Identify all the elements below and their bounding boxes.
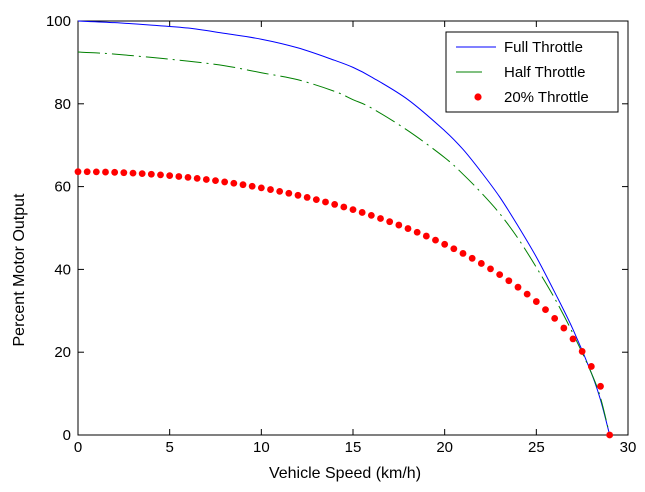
data-point [569, 335, 577, 343]
data-point [294, 191, 302, 199]
data-point [83, 168, 91, 176]
data-point [386, 218, 394, 226]
data-point [267, 186, 274, 193]
y-tick-label: 0 [63, 427, 71, 444]
data-point [157, 171, 164, 179]
data-point [331, 201, 339, 208]
data-point [487, 265, 494, 273]
data-point [111, 168, 119, 176]
data-point [432, 236, 439, 244]
data-point [349, 206, 357, 214]
data-point [597, 382, 604, 390]
data-point [377, 215, 384, 222]
x-tick-label: 20 [436, 439, 453, 456]
series-full-throttle [77, 20, 611, 436]
data-point [367, 211, 375, 219]
series-line [77, 20, 611, 436]
data-point [523, 290, 531, 298]
x-tick-label: 30 [620, 439, 637, 456]
legend-label: Full Throttle [504, 39, 583, 56]
data-point [578, 348, 586, 355]
data-point [184, 173, 192, 181]
data-point [120, 169, 128, 177]
y-tick-label: 80 [54, 96, 71, 113]
data-point [166, 172, 174, 180]
x-tick-label: 0 [74, 439, 82, 456]
data-point [193, 174, 201, 182]
data-point [74, 168, 82, 176]
data-point [587, 363, 595, 370]
data-point [276, 187, 284, 195]
x-tick-label: 25 [528, 439, 545, 456]
data-point [92, 168, 100, 176]
axes: 0 5 10 15 20 25 30 0 20 40 60 80 100 [46, 13, 636, 456]
y-tick-label: 60 [54, 179, 71, 196]
data-point [340, 203, 348, 211]
x-tick-label: 5 [165, 439, 173, 456]
y-tick-label: 40 [54, 261, 71, 278]
data-point [542, 306, 549, 314]
data-point [239, 181, 247, 189]
data-point [285, 189, 293, 197]
data-point [202, 176, 210, 183]
x-tick-label: 15 [345, 439, 362, 456]
data-point [496, 271, 504, 279]
legend-label: 20% Throttle [504, 89, 589, 106]
x-axis-label: Vehicle Speed (km/h) [269, 465, 421, 482]
data-point [560, 324, 568, 332]
y-tick-label: 20 [54, 344, 71, 361]
series-20-throttle [74, 168, 614, 439]
series-line [77, 51, 611, 436]
data-point [221, 178, 229, 186]
data-point [303, 194, 311, 201]
data-point [514, 283, 522, 291]
data-point [459, 250, 467, 257]
data-point [230, 179, 238, 187]
data-point [248, 182, 256, 190]
data-point [468, 254, 476, 262]
data-point [138, 170, 146, 178]
data-point [358, 209, 366, 216]
data-point [413, 228, 421, 236]
data-point [477, 260, 485, 267]
data-point [212, 177, 219, 185]
data-point [450, 245, 458, 253]
y-axis-label: Percent Motor Output [11, 193, 28, 347]
legend-marker [474, 93, 482, 101]
series-layer [74, 20, 614, 439]
data-point [257, 184, 265, 192]
data-point [551, 314, 559, 322]
legend-label: Half Throttle [504, 64, 585, 81]
data-point [404, 225, 412, 232]
data-point [175, 173, 183, 180]
data-point [312, 196, 320, 204]
x-tick-label: 10 [253, 439, 270, 456]
data-point [505, 277, 513, 285]
data-point [395, 221, 403, 229]
data-point [606, 431, 614, 439]
y-tick-label: 100 [46, 13, 71, 30]
data-point [322, 198, 329, 206]
data-point [532, 298, 540, 305]
series-half-throttle [77, 51, 611, 436]
data-point [422, 232, 430, 240]
data-point [147, 170, 155, 178]
data-point [129, 169, 137, 177]
legend: Full Throttle Half Throttle 20% Throttle [445, 31, 619, 113]
data-point [441, 240, 449, 248]
data-point [102, 168, 109, 176]
